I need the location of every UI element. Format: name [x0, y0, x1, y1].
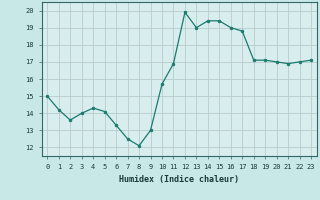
X-axis label: Humidex (Indice chaleur): Humidex (Indice chaleur)	[119, 175, 239, 184]
